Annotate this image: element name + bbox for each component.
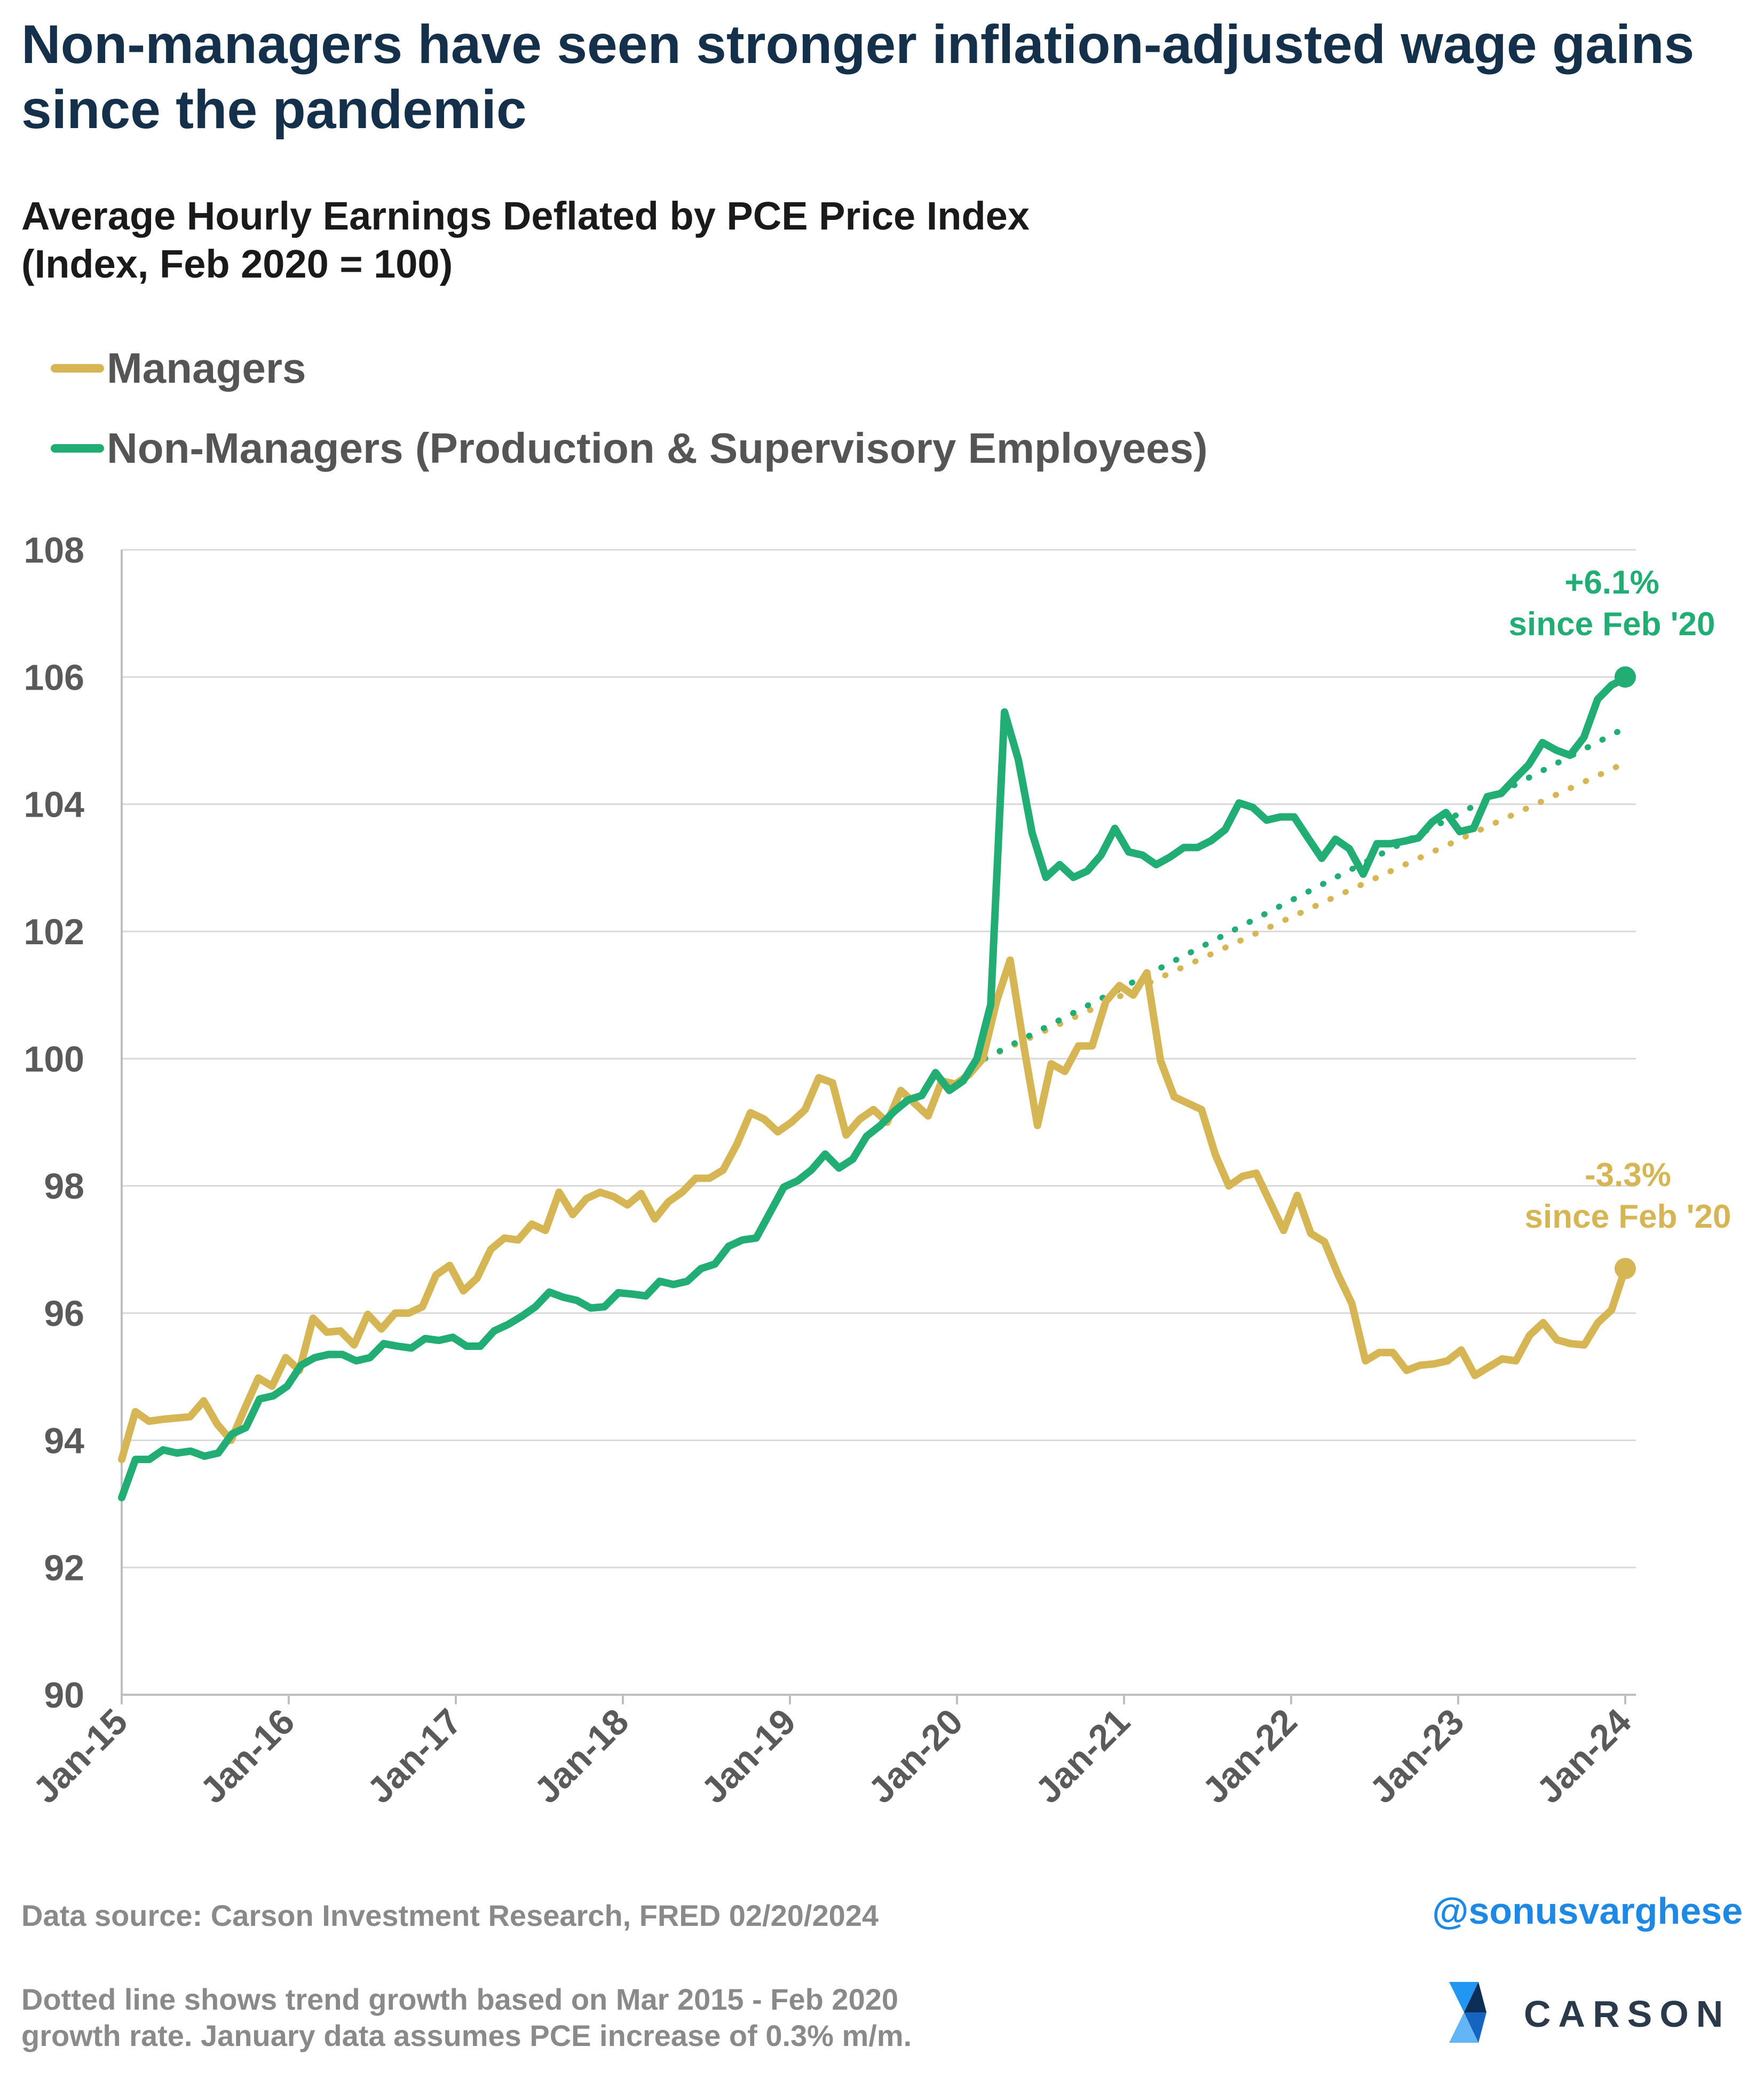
y-tick-label: 96 [44,1293,84,1334]
x-tick-label: Jan-21 [1028,1701,1138,1811]
footnote-line-1: Dotted line shows trend growth based on … [21,1982,899,2016]
y-tick-label: 98 [44,1166,84,1207]
logo-wordmark: CARSON [1524,1993,1730,2035]
trend-line [982,725,1628,1062]
legend-label-managers: Managers [107,344,306,392]
end-markers [1615,666,1636,1279]
y-tick-label: 92 [44,1548,84,1589]
series-line-non-managers [118,674,1629,1502]
x-tick-label: Jan-24 [1529,1701,1639,1811]
chart-subtitle: Average Hourly Earnings Deflated by PCE … [21,192,1623,288]
series-lines [118,674,1629,1502]
legend-label-non-managers: Non-Managers (Production & Supervisory E… [107,424,1208,472]
x-tick-label: Jan-15 [26,1701,136,1811]
subtitle-line-1: Average Hourly Earnings Deflated by PCE … [21,194,1030,238]
y-tick-label: 90 [44,1675,84,1716]
annotations: +6.1% since Feb '20 -3.3% since Feb '20 [1509,564,1731,1235]
y-tick-labels: 90 92 94 96 98 100 102 104 106 108 [24,530,85,1716]
annotation-non-managers-line-1: +6.1% [1564,564,1659,601]
carson-logo: CARSON [1449,1982,1730,2043]
chart-title: Non-managers have seen stronger inflatio… [21,14,1695,140]
trend-lines [982,725,1628,1062]
annotation-managers-line-2: since Feb '20 [1525,1198,1731,1235]
y-tick-label: 94 [44,1420,84,1461]
trend-line [982,760,1628,1062]
legend-swatch-non-managers [51,444,104,453]
data-source: Data source: Carson Investment Research,… [21,1899,879,1932]
end-marker-non-managers [1615,666,1636,688]
x-tick-label: Jan-23 [1362,1701,1472,1811]
logo-mark-lower-icon [1464,2012,1486,2043]
x-tick-labels: Jan-15 Jan-16 Jan-17 Jan-18 Jan-19 Jan-20 Jan-… [26,1701,1639,1811]
end-marker-managers [1615,1258,1636,1279]
logo-mark-middle-icon [1464,1982,1486,2012]
y-tick-label: 106 [24,657,84,698]
annotation-managers-line-1: -3.3% [1585,1157,1671,1194]
legend-item-non-managers: Non-Managers (Production & Supervisory E… [51,424,1208,472]
logo-mark-bottom-icon [1449,2012,1478,2043]
footnote-line-2: growth rate. January data assumes PCE in… [21,2019,912,2052]
axes [121,550,1636,1704]
subtitle-line-2: (Index, Feb 2020 = 100) [21,242,453,286]
y-tick-label: 102 [24,912,84,952]
logo-mark-top-icon [1449,1982,1478,2012]
x-tick-label: Jan-22 [1195,1701,1305,1811]
legend-swatch-managers [51,364,104,373]
x-tick-label: Jan-17 [360,1701,470,1811]
x-tick-label: Jan-16 [193,1701,303,1811]
y-tick-label: 108 [24,530,84,571]
x-tick-label: Jan-19 [694,1701,804,1811]
y-tick-label: 104 [24,785,85,825]
footnote: Dotted line shows trend growth based on … [21,1981,912,2054]
y-tick-label: 100 [24,1039,84,1079]
x-tick-label: Jan-20 [861,1701,971,1811]
author-handle: @sonusvarghese [1432,1890,1743,1932]
annotation-non-managers-line-2: since Feb '20 [1509,606,1715,643]
legend-item-managers: Managers [51,344,306,392]
x-tick-label: Jan-18 [527,1701,637,1811]
series-line-managers [118,956,1629,1464]
grid-lines [122,549,1636,1569]
